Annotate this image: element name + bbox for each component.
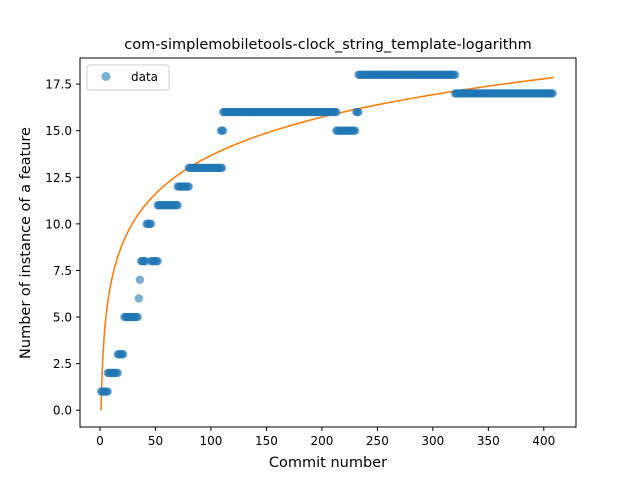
x-tick-label: 100 xyxy=(199,434,222,448)
fit-layer xyxy=(100,76,554,411)
y-axis: 0.0 2.5 5.0 7.5 10.0 12.5 15.0 17.5 xyxy=(45,78,80,418)
y-tick-label: 12.5 xyxy=(45,171,72,185)
fit-curve xyxy=(100,76,554,411)
data-point xyxy=(450,70,460,79)
y-tick-label: 15.0 xyxy=(45,124,72,138)
y-tick-label: 0.0 xyxy=(53,404,72,418)
data-point xyxy=(217,163,227,173)
x-axis-label: Commit number xyxy=(269,455,387,471)
legend-label-data: data xyxy=(131,70,158,84)
legend-frame xyxy=(86,64,170,91)
plot-background xyxy=(80,58,576,427)
data-point xyxy=(354,107,363,117)
x-tick-label: 200 xyxy=(310,434,333,448)
plot-area xyxy=(80,58,576,427)
points-layer xyxy=(96,70,557,396)
data-point xyxy=(146,219,156,229)
plot-frame xyxy=(79,57,577,428)
data-point xyxy=(135,275,145,284)
x-tick-label: 350 xyxy=(477,434,500,448)
x-tick-label: 300 xyxy=(421,434,444,448)
x-axis: 0 50 100 150 200 250 300 350 400 xyxy=(96,427,555,448)
legend-marker-data xyxy=(101,72,111,81)
legend: data xyxy=(86,64,170,91)
data-point xyxy=(134,294,144,303)
y-tick-label: 17.5 xyxy=(45,78,72,92)
data-point xyxy=(173,201,182,210)
x-tick-label: 250 xyxy=(366,434,389,448)
x-tick-label: 150 xyxy=(255,434,278,448)
y-tick-label: 5.0 xyxy=(53,311,72,325)
x-tick-label: 0 xyxy=(96,434,104,448)
chart-title: com-simplemobiletools-clock_string_templ… xyxy=(124,37,532,53)
data-point xyxy=(184,182,193,191)
data-point xyxy=(119,350,128,359)
data-point xyxy=(113,368,122,378)
y-tick-label: 7.5 xyxy=(53,264,72,278)
x-tick-label: 50 xyxy=(148,434,163,448)
data-point xyxy=(133,312,142,322)
y-tick-label: 10.0 xyxy=(45,217,72,231)
data-point xyxy=(153,256,162,266)
data-point xyxy=(332,107,341,117)
data-point xyxy=(548,89,557,98)
data-point xyxy=(218,126,228,135)
data-point xyxy=(350,126,360,135)
y-tick-label: 2.5 xyxy=(53,357,72,371)
x-tick-label: 400 xyxy=(532,434,555,448)
data-point xyxy=(103,387,112,396)
y-axis-label: Number of instance of a feature xyxy=(18,127,34,359)
